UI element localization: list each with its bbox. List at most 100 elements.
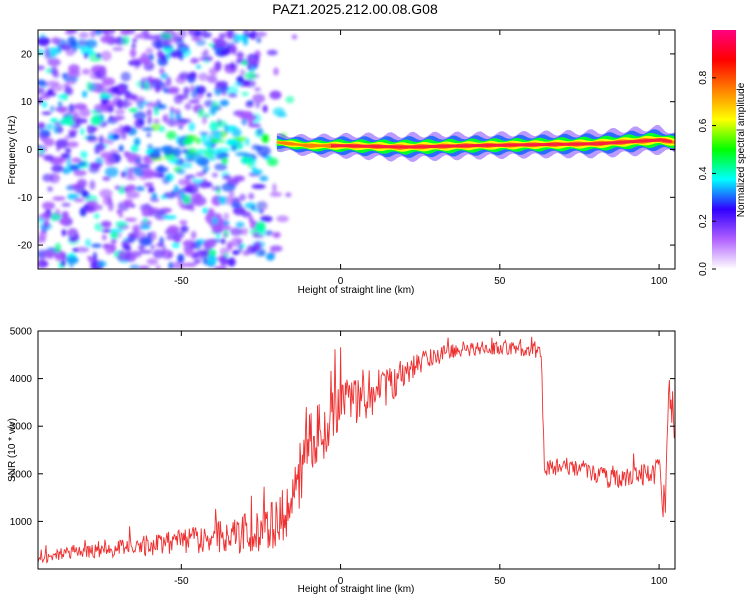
noise-blob [188, 99, 200, 104]
noise-blob [251, 144, 261, 151]
noise-blob [168, 86, 180, 95]
noise-blob [152, 249, 165, 259]
noise-blob [194, 249, 209, 260]
noise-blob [175, 135, 181, 145]
colorbar-tick-label: 0.8 [698, 70, 709, 84]
noise-blob [272, 183, 277, 193]
noise-blob [73, 198, 85, 203]
noise-blob [232, 250, 240, 255]
snr-series [38, 336, 675, 564]
noise-blob [134, 96, 146, 105]
noise-blob [61, 202, 71, 207]
noise-blob [95, 53, 101, 59]
noise-blob [163, 192, 177, 199]
noise-blob [211, 216, 219, 226]
noise-blob [81, 68, 91, 75]
noise-blob [219, 99, 229, 107]
noise-blob [234, 82, 243, 86]
noise-blob [57, 93, 68, 100]
noise-blob [209, 156, 217, 161]
noise-blob [80, 46, 94, 56]
noise-blob [119, 100, 133, 108]
noise-blob [134, 34, 143, 39]
noise-blob [38, 87, 45, 95]
noise-blob [115, 220, 128, 228]
noise-blob [131, 43, 136, 50]
noise-blob [178, 178, 189, 186]
noise-blob [126, 93, 138, 100]
noise-blob [107, 196, 112, 205]
noise-blob [68, 131, 77, 138]
noise-blob [127, 167, 134, 179]
noise-blob [145, 34, 159, 41]
noise-blob [238, 244, 243, 253]
noise-blob [120, 30, 132, 36]
noise-blob [242, 35, 249, 46]
noise-blob [54, 242, 62, 254]
noise-blob [67, 70, 81, 78]
noise-blob [209, 213, 222, 218]
noise-blob [74, 183, 85, 194]
noise-blob [184, 103, 192, 110]
noise-blob [161, 44, 174, 49]
y-tick-label: -20 [18, 241, 33, 252]
noise-blob [42, 101, 48, 109]
noise-blob [155, 243, 164, 247]
noise-blob [230, 227, 243, 236]
noise-blob [110, 231, 119, 239]
noise-blob [146, 258, 159, 265]
noise-blob [155, 39, 162, 50]
x-tick-label: 0 [338, 276, 344, 287]
noise-blob [190, 84, 195, 93]
noise-blob [147, 115, 152, 125]
noise-blob [43, 154, 54, 161]
noise-blob [92, 251, 98, 262]
noise-blob [101, 234, 107, 241]
noise-blob [184, 174, 196, 180]
noise-blob [196, 64, 202, 69]
colorbar-gradient [712, 30, 736, 269]
x-tick-label: -50 [174, 276, 189, 287]
noise-blob [121, 35, 130, 46]
noise-blob [198, 56, 213, 61]
noise-blob [136, 157, 141, 165]
noise-blob [162, 215, 177, 220]
noise-blob [231, 144, 237, 152]
noise-blob [172, 147, 182, 158]
noise-blob [155, 264, 161, 269]
noise-blob [100, 220, 112, 228]
noise-blob [178, 72, 191, 80]
noise-blob [244, 30, 249, 37]
noise-blob [61, 229, 67, 237]
noise-blob [179, 220, 188, 225]
noise-blob [38, 122, 46, 129]
noise-blob [58, 217, 72, 226]
noise-blob [166, 235, 176, 241]
noise-blob [235, 152, 250, 157]
noise-blob [124, 202, 130, 208]
noise-blob [56, 145, 61, 152]
noise-blob [120, 71, 131, 82]
noise-blob [109, 86, 120, 94]
noise-blob [191, 36, 202, 42]
colorbar-tick-label: 0.0 [698, 262, 709, 276]
noise-blob [93, 213, 100, 219]
noise-blob [178, 125, 183, 130]
noise-blob [202, 207, 208, 214]
noise-blob [231, 127, 242, 137]
noise-blob [50, 118, 58, 123]
noise-blob [239, 193, 246, 201]
noise-blob [147, 143, 154, 151]
noise-blob [177, 253, 185, 264]
noise-blob [209, 106, 217, 116]
noise-blob [213, 130, 225, 139]
noise-blob [191, 178, 204, 183]
noise-blob [68, 164, 80, 171]
noise-blob [151, 192, 158, 201]
noise-blob [245, 137, 250, 147]
noise-blob [189, 71, 197, 80]
noise-blob [180, 225, 189, 233]
noise-blob [150, 122, 161, 131]
noise-blob [110, 228, 124, 233]
